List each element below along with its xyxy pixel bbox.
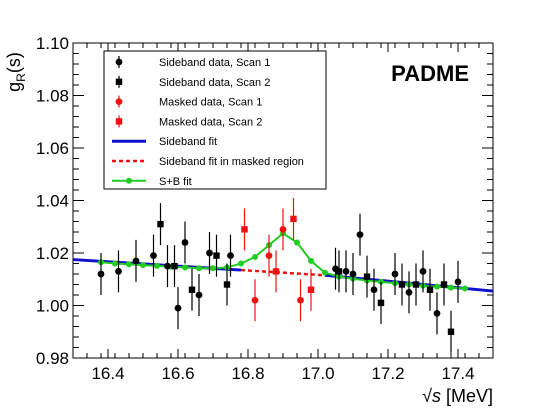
data-point	[426, 286, 434, 293]
legend-label: Masked data, Scan 1	[159, 97, 262, 109]
sb-fit-point	[182, 264, 188, 271]
legend-label: Masked data, Scan 2	[159, 116, 262, 128]
data-point	[132, 257, 140, 265]
data-point	[405, 288, 413, 296]
data-point	[363, 273, 371, 280]
legend-label: S+B fit	[159, 176, 192, 188]
x-tick-label: 17.0	[301, 364, 334, 383]
sb-fit-point	[210, 265, 216, 272]
y-tick-label: 1.02	[36, 244, 69, 263]
data-point	[370, 286, 378, 294]
masked-fit-line	[240, 268, 326, 277]
y-axis-title-main: g	[4, 82, 24, 92]
x-tick-label: 16.4	[91, 364, 124, 383]
padme-label: PADME	[391, 61, 469, 86]
data-point	[115, 267, 122, 275]
x-tick-label: 17.4	[441, 364, 474, 383]
sb-fit-point	[238, 260, 244, 267]
x-axis-title: √s [MeV]	[422, 386, 493, 406]
data-point	[290, 215, 297, 223]
data-point	[272, 268, 280, 275]
data-point	[398, 281, 406, 288]
legend-label: Sideband data, Scan 1	[159, 57, 270, 69]
data-point	[206, 249, 213, 257]
legend-symbol	[115, 118, 123, 125]
x-tick-label: 17.2	[371, 364, 404, 383]
data-point	[174, 304, 182, 312]
x-tick-label: 16.8	[231, 364, 264, 383]
legend-box	[103, 50, 327, 190]
tick-labels: 16.4 16.6 16.8 17.0 17.2 17.4 0.98 1.00 1.02 1.04…	[36, 34, 475, 383]
data-point	[157, 220, 164, 228]
legend-label: Sideband data, Scan 2	[159, 77, 270, 89]
data-point	[265, 252, 273, 260]
data-point	[150, 252, 157, 260]
legend-symbol	[115, 78, 123, 85]
data-point	[433, 309, 441, 317]
legend-symbol	[115, 58, 123, 66]
sb-fit-point	[462, 285, 468, 292]
data-point	[279, 225, 287, 233]
legend-label: Sideband fit	[159, 136, 217, 148]
data-points	[97, 197, 462, 353]
data-point	[297, 296, 304, 304]
data-point	[307, 286, 315, 293]
data-point	[181, 239, 189, 246]
y-tick-label: 1.10	[36, 34, 69, 53]
sb-fit-point	[112, 260, 118, 267]
data-point	[454, 278, 462, 286]
data-point	[349, 270, 357, 278]
sb-fit-point	[126, 261, 132, 268]
data-point	[97, 270, 105, 278]
sb-fit-point	[196, 265, 202, 272]
sb-fit-point	[294, 239, 300, 246]
data-point	[227, 252, 234, 260]
y-tick-label: 1.06	[36, 139, 69, 158]
y-tick-label: 0.98	[36, 349, 69, 368]
sb-fit-point	[434, 283, 440, 290]
data-point	[164, 262, 171, 270]
data-point	[356, 231, 364, 239]
legend-symbol-marker	[126, 177, 132, 184]
x-tick-label: 16.6	[161, 364, 194, 383]
data-point	[171, 262, 178, 270]
data-point	[419, 267, 427, 275]
sb-fit-point	[448, 284, 454, 291]
sb-fit-point	[140, 262, 146, 269]
sb-fit-point	[322, 269, 328, 276]
data-point	[335, 268, 343, 275]
y-tick-label: 1.00	[36, 297, 69, 316]
x-axis-title-sqrt: √s	[422, 386, 441, 406]
data-point	[223, 281, 231, 288]
legend: Sideband data, Scan 1 Sideband data, Scan…	[103, 50, 327, 190]
data-point	[377, 299, 385, 307]
data-point	[213, 252, 220, 259]
data-point	[188, 286, 196, 293]
y-axis-title: gR(s)	[4, 52, 28, 92]
sb-fit-point	[252, 253, 258, 260]
data-point	[342, 267, 350, 275]
y-tick-label: 1.08	[36, 87, 69, 106]
data-point	[195, 291, 203, 299]
axis-ticks	[72, 42, 494, 359]
legend-label: Sideband fit in masked region	[159, 156, 304, 168]
y-axis-title-arg: (s)	[4, 52, 24, 73]
x-axis-title-unit: [MeV]	[441, 386, 493, 406]
y-tick-label: 1.04	[36, 192, 69, 211]
data-point	[440, 281, 448, 288]
data-point	[251, 296, 259, 304]
y-axis-title-sub: R	[14, 73, 28, 82]
sb-fit-point	[154, 262, 160, 269]
data-point	[447, 328, 455, 335]
data-point	[391, 270, 399, 278]
legend-symbol	[115, 98, 123, 105]
sb-fit-point	[308, 257, 314, 264]
data-point	[412, 281, 420, 288]
data-point	[241, 226, 248, 233]
